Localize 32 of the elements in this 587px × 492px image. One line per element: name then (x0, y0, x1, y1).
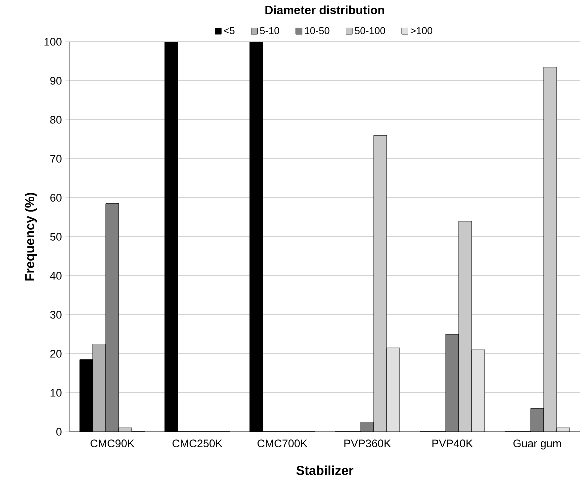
chart-title: Diameter distribution (266, 6, 384, 14)
y-tick-label: 30 (50, 311, 62, 319)
bar (106, 204, 119, 432)
y-tick-label: 100 (44, 38, 62, 46)
y-tick-label: 60 (50, 194, 62, 202)
legend-label: 5-10 (260, 27, 280, 34)
bar (374, 136, 387, 432)
legend-label: 10-50 (305, 27, 330, 34)
x-tick-label: PVP360K (344, 440, 392, 448)
y-tick-label: 50 (50, 233, 62, 241)
x-tick-label: CMC90K (90, 440, 135, 448)
bar (446, 334, 459, 432)
legend-label: 50-100 (355, 27, 386, 34)
legend-label: >100 (410, 27, 433, 34)
bar (387, 348, 400, 432)
x-tick-label: PVP40K (432, 440, 474, 448)
y-axis-title: Frequency (%) (25, 193, 38, 281)
y-tick-label: 70 (50, 155, 62, 163)
y-tick-label: 40 (50, 272, 62, 280)
y-tick-label: 0 (56, 428, 62, 436)
x-axis-title: Stabilizer (296, 466, 354, 476)
x-tick-label: CMC250K (172, 440, 223, 448)
y-tick-label: 80 (50, 116, 62, 124)
bar (459, 221, 472, 432)
x-tick-label: Guar gum (514, 440, 562, 450)
bar (544, 67, 558, 432)
x-tick-label: CMC700K (258, 440, 308, 448)
bar (472, 350, 485, 432)
y-tick-label: 10 (50, 389, 62, 397)
y-tick-label: 90 (50, 77, 62, 85)
legend-label: <5 (224, 27, 235, 34)
y-tick-label: 20 (50, 350, 62, 358)
